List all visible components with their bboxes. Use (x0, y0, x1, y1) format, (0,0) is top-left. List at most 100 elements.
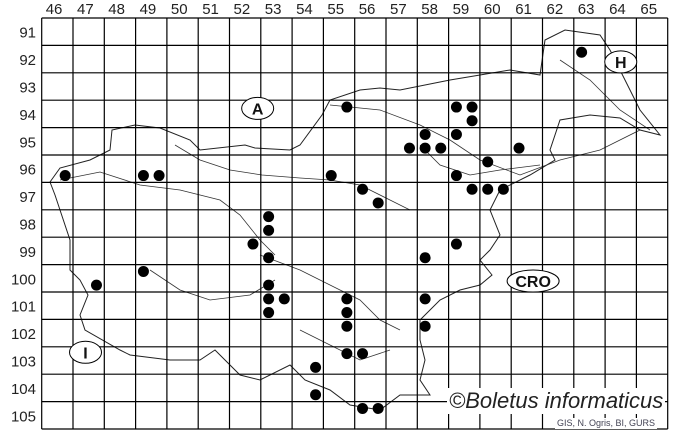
column-label: 47 (77, 1, 94, 18)
river-line (59, 171, 276, 256)
column-label: 61 (515, 1, 532, 18)
record-dots (59, 46, 588, 414)
column-label: 64 (609, 1, 626, 18)
record-dot (341, 307, 353, 319)
record-dot (372, 197, 384, 209)
column-label: 63 (578, 1, 595, 18)
record-dot (435, 142, 447, 154)
column-label: 50 (171, 1, 188, 18)
row-label: 95 (19, 134, 36, 151)
record-dot (341, 101, 353, 113)
row-label: 94 (19, 107, 36, 124)
record-dot (450, 170, 462, 182)
row-label: 105 (11, 408, 36, 425)
record-dot (450, 238, 462, 250)
column-label: 65 (640, 1, 657, 18)
copyright-text: ©Boletus informaticus (447, 388, 666, 414)
column-label: 53 (265, 1, 282, 18)
country-label-ellipse (241, 96, 275, 120)
record-dot (278, 293, 290, 305)
grid (41, 17, 669, 430)
column-label: 55 (327, 1, 344, 18)
row-label: 92 (19, 52, 36, 69)
record-dot (419, 320, 431, 332)
column-label: 59 (453, 1, 470, 18)
credit-text: GIS, N. Ogris, BI, GURS (555, 418, 658, 429)
country-labels: A H CRO I (69, 50, 638, 364)
column-label: 52 (234, 1, 251, 18)
river-line (419, 144, 541, 176)
record-dot (263, 307, 275, 319)
record-dot (357, 348, 369, 360)
record-dot (450, 101, 462, 113)
country-label-ellipse (506, 269, 560, 293)
country-label-h: H (615, 55, 627, 72)
country-label-ellipse (69, 340, 103, 364)
record-dot (341, 348, 353, 360)
row-label: 104 (11, 381, 36, 398)
column-label: 56 (359, 1, 376, 18)
row-label: 98 (19, 217, 36, 234)
column-label: 58 (421, 1, 438, 18)
column-label: 54 (296, 1, 313, 18)
record-dot (419, 128, 431, 140)
record-dot (419, 252, 431, 264)
record-dot (513, 142, 525, 154)
record-dot (263, 211, 275, 223)
record-dot (497, 183, 509, 195)
record-dot (59, 170, 71, 182)
record-dot (357, 183, 369, 195)
row-label: 93 (19, 80, 36, 97)
record-dot (263, 252, 275, 264)
row-labels: 91 92 93 94 95 96 97 98 99 100 101 102 103 104 105 (11, 25, 36, 426)
record-dot (482, 183, 494, 195)
row-label: 97 (19, 189, 36, 206)
record-dot (263, 279, 275, 291)
record-dot (341, 320, 353, 332)
row-label: 103 (11, 354, 36, 371)
column-label: 57 (390, 1, 407, 18)
record-dot (137, 170, 149, 182)
row-label: 100 (11, 271, 36, 288)
column-label: 51 (202, 1, 219, 18)
country-label-ellipse (604, 50, 638, 74)
record-dot (466, 183, 478, 195)
record-dot (466, 101, 478, 113)
record-dot (403, 142, 415, 154)
record-dot (466, 115, 478, 127)
country-label-i: I (83, 345, 87, 362)
record-dot (263, 293, 275, 305)
record-dot (310, 389, 322, 401)
row-label: 99 (19, 244, 36, 261)
column-label: 48 (108, 1, 125, 18)
record-dot (90, 279, 102, 291)
row-label: 102 (11, 326, 36, 343)
column-label: 62 (547, 1, 564, 18)
record-dot (325, 170, 337, 182)
record-dot (247, 238, 259, 250)
record-dot (263, 224, 275, 236)
record-dot (137, 265, 149, 277)
record-dot (419, 293, 431, 305)
row-label: 96 (19, 162, 36, 179)
column-label: 49 (140, 1, 157, 18)
record-dot (341, 293, 353, 305)
record-dot (372, 402, 384, 414)
record-dot (450, 128, 462, 140)
record-dot (310, 361, 322, 373)
row-label: 101 (11, 299, 36, 316)
column-label: 60 (484, 1, 501, 18)
country-label-a: A (252, 101, 264, 118)
column-label: 46 (46, 1, 63, 18)
record-dot (576, 46, 588, 58)
river-line (174, 144, 411, 211)
record-dot (357, 402, 369, 414)
record-dot (153, 170, 165, 182)
river-line (149, 269, 276, 301)
column-labels: 46 47 48 49 50 51 52 53 54 55 56 57 58 59 60 61 62 63 64 65 (46, 1, 657, 18)
record-dot (419, 142, 431, 154)
row-label: 91 (19, 25, 36, 42)
country-label-cro: CRO (515, 274, 551, 291)
